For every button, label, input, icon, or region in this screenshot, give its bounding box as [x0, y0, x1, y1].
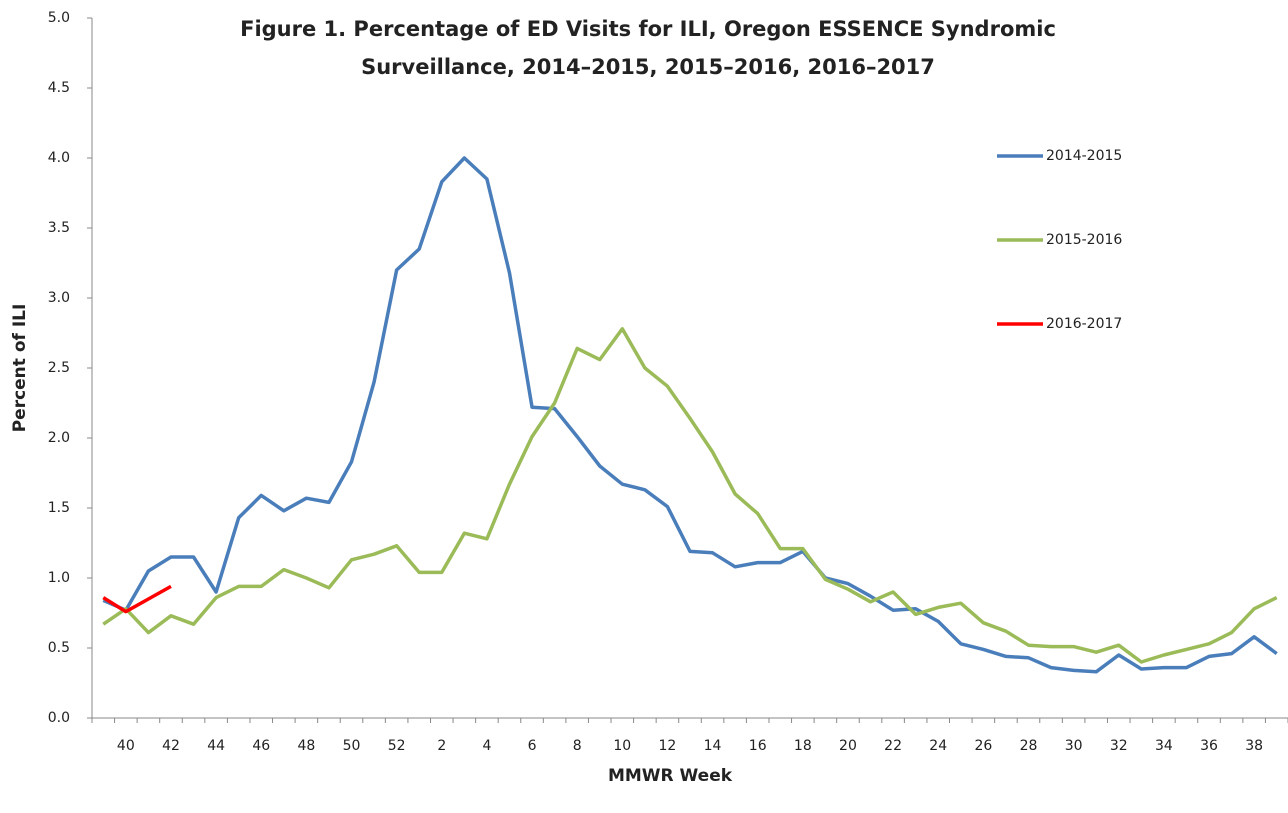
series-line	[102, 156, 1278, 674]
legend-label: 2015-2016	[1046, 232, 1122, 248]
x-tick-label: 40	[117, 738, 135, 754]
legend-label: 2016-2017	[1046, 316, 1122, 332]
x-tick-label: 34	[1155, 738, 1173, 754]
x-tick-label: 20	[839, 738, 857, 754]
y-tick-label: 5.0	[48, 10, 70, 26]
x-tick-label: 6	[528, 738, 537, 754]
x-tick-label: 48	[297, 738, 315, 754]
x-tick-label: 36	[1200, 738, 1218, 754]
y-tick-label: 2.5	[48, 360, 70, 376]
x-tick-label: 26	[974, 738, 992, 754]
x-tick-label: 18	[794, 738, 812, 754]
x-tick-label: 22	[884, 738, 902, 754]
x-tick-label: 2	[437, 738, 446, 754]
y-tick-label: 2.0	[48, 430, 70, 446]
x-tick-label: 44	[207, 738, 225, 754]
chart-title: Surveillance, 2014–2015, 2015–2016, 2016…	[361, 55, 935, 79]
x-tick-label: 30	[1065, 738, 1083, 754]
x-tick-label: 14	[704, 738, 722, 754]
x-tick-label: 42	[162, 738, 180, 754]
x-tick-label: 28	[1020, 738, 1038, 754]
y-tick-label: 0.5	[48, 640, 70, 656]
x-tick-label: 32	[1110, 738, 1128, 754]
x-tick-label: 4	[482, 738, 491, 754]
y-tick-label: 3.0	[48, 290, 70, 306]
y-tick-label: 1.0	[48, 570, 70, 586]
legend-label: 2014-2015	[1046, 148, 1122, 164]
series-line	[102, 584, 172, 614]
series-line	[102, 327, 1278, 664]
x-tick-label: 8	[573, 738, 582, 754]
x-tick-label: 38	[1245, 738, 1263, 754]
x-tick-label: 12	[659, 738, 677, 754]
x-tick-label: 46	[252, 738, 270, 754]
y-tick-label: 3.5	[48, 220, 70, 236]
y-tick-label: 4.5	[48, 80, 70, 96]
y-tick-label: 0.0	[48, 710, 70, 726]
x-tick-label: 16	[749, 738, 767, 754]
x-tick-label: 24	[929, 738, 947, 754]
y-axis-title: Percent of ILI	[10, 304, 30, 433]
y-tick-label: 4.0	[48, 150, 70, 166]
x-axis-title: MMWR Week	[608, 766, 733, 786]
x-tick-label: 10	[613, 738, 631, 754]
chart-title: Figure 1. Percentage of ED Visits for IL…	[240, 17, 1056, 41]
y-tick-label: 1.5	[48, 500, 70, 516]
x-tick-label: 50	[343, 738, 361, 754]
x-tick-label: 52	[388, 738, 406, 754]
